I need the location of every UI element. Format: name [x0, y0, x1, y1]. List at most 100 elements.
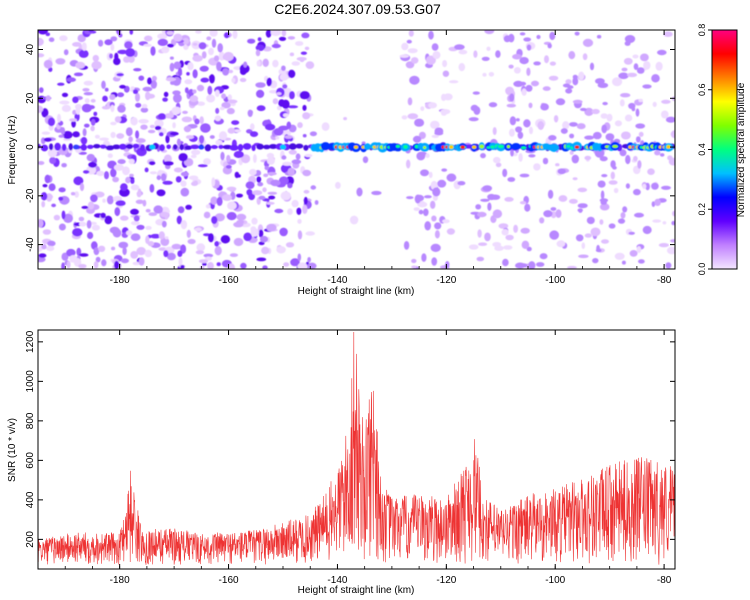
- spectrogram-cell: [519, 32, 526, 36]
- spectrogram-cell: [172, 122, 176, 129]
- spectrogram-cell: [120, 215, 129, 221]
- spectrogram-cell: [91, 224, 100, 231]
- spectrogram-cell: [619, 149, 627, 157]
- spectrogram-cell: [160, 211, 170, 218]
- spectrogram-cell: [200, 123, 211, 133]
- spectrogram-cell: [576, 123, 586, 130]
- spectrogram-band-cell: [237, 144, 244, 152]
- spectrogram-cell: [445, 261, 450, 268]
- spectrogram-band-cell: [506, 145, 510, 149]
- spectrogram-cell: [180, 171, 189, 177]
- spectrogram-cell: [88, 30, 94, 33]
- spectrogram-cell: [642, 183, 647, 189]
- spectrogram-cell: [434, 127, 444, 135]
- figure-title: C2E6.2024.307.09.53.G07: [274, 1, 441, 17]
- spectrogram-cell: [301, 32, 310, 39]
- spectrogram-cell: [449, 80, 459, 84]
- spectrogram-y-ticks: -40 -20 0 20 40: [25, 44, 675, 252]
- spectrogram-cell: [484, 30, 495, 35]
- spectrogram-cell: [180, 180, 187, 187]
- spectrogram-cell: [642, 225, 652, 235]
- spectrogram-cell: [528, 154, 536, 158]
- spectrogram-cell: [144, 35, 153, 42]
- spectrogram-cell: [613, 187, 619, 194]
- spectrogram-cell: [177, 67, 183, 77]
- spectrogram-cell: [130, 208, 139, 215]
- spectrogram-cell: [61, 163, 67, 168]
- spectrogram-cell: [636, 67, 645, 74]
- spectrogram-cell: [125, 176, 131, 184]
- spectrogram-cell: [597, 180, 606, 188]
- spectrogram-cell: [149, 184, 155, 193]
- spectrogram-cell: [430, 243, 441, 252]
- spectrogram-cell: [651, 74, 660, 83]
- spectrogram-cell: [638, 259, 645, 264]
- spectrogram-cell: [86, 153, 96, 162]
- spectrogram-cell: [104, 39, 113, 46]
- spectrogram-cell: [145, 93, 155, 99]
- spectrogram-cell: [207, 262, 214, 269]
- snr-x-tick-label: -180: [110, 575, 130, 586]
- spectrogram-band-cell: [80, 144, 87, 151]
- spectrogram-cell: [39, 87, 44, 93]
- spectrogram-cell: [211, 38, 217, 48]
- spectrogram-cell: [495, 50, 501, 58]
- spectrogram-cell: [69, 118, 78, 122]
- spectrogram-cell: [519, 201, 527, 205]
- spectrogram-cell: [58, 134, 65, 138]
- spectrogram-band-cell: [479, 144, 485, 149]
- spectrogram-cell: [125, 48, 136, 57]
- spectrogram-cell: [73, 176, 84, 186]
- spectrogram-band-cell: [262, 144, 271, 150]
- spectrogram-cell: [658, 243, 670, 248]
- spectrogram-cell: [297, 122, 303, 129]
- spectrogram-cell: [150, 233, 161, 239]
- spectrogram-cell: [195, 30, 202, 34]
- spectrogram-cell: [614, 252, 625, 260]
- spectrogram-cell: [117, 159, 126, 165]
- spectrogram-cell: [78, 49, 89, 58]
- spectrogram-cell: [265, 201, 275, 205]
- spectrogram-cell: [470, 104, 479, 112]
- spectrogram-cell: [536, 262, 545, 267]
- spectrogram-cell: [610, 171, 615, 180]
- spectrogram-cell: [622, 206, 628, 213]
- spectrogram-cell: [66, 77, 76, 82]
- snr-y-tick-label: 600: [25, 452, 36, 469]
- spectrogram-cell: [416, 151, 426, 161]
- spectrogram-cell: [247, 109, 253, 118]
- spectrogram-cell: [542, 157, 549, 165]
- spectrogram-cell: [287, 182, 293, 189]
- spectrogram-cell: [208, 47, 214, 56]
- spectrogram-cell: [343, 117, 347, 121]
- spectrogram-cell: [116, 73, 124, 77]
- spectrogram-cell: [265, 123, 276, 131]
- spectrogram-cell: [291, 159, 302, 165]
- spectrogram-band-cell: [210, 145, 218, 149]
- spectrogram-cell: [281, 99, 290, 109]
- spectrogram-cell: [574, 31, 580, 36]
- spectrogram-cell: [268, 195, 276, 200]
- spectrogram-cell: [158, 231, 165, 240]
- spectrogram-band-cell: [303, 144, 309, 151]
- spectrogram-cell: [670, 239, 675, 243]
- spectrogram-cell: [476, 256, 485, 262]
- spectrogram-cell: [90, 119, 96, 126]
- spectrogram-cell: [173, 33, 183, 42]
- spectrogram-cell: [578, 254, 589, 259]
- spectrogram-cell: [170, 80, 175, 85]
- spectrogram-cell: [662, 221, 667, 225]
- spectrogram-cell: [255, 44, 265, 51]
- spectrogram-cell: [227, 99, 238, 104]
- spectrogram-cell: [421, 253, 427, 262]
- spectrogram-cell: [371, 190, 382, 196]
- spectrogram-cell: [407, 48, 418, 54]
- spectrogram-cell: [672, 210, 675, 217]
- spectrogram-cell: [110, 168, 117, 178]
- spectrogram-cell: [411, 265, 417, 269]
- spectrogram-cell: [78, 216, 85, 222]
- spectrogram-cell: [287, 36, 296, 40]
- spectrogram-cell: [163, 250, 169, 258]
- spectrogram-cell: [431, 43, 439, 51]
